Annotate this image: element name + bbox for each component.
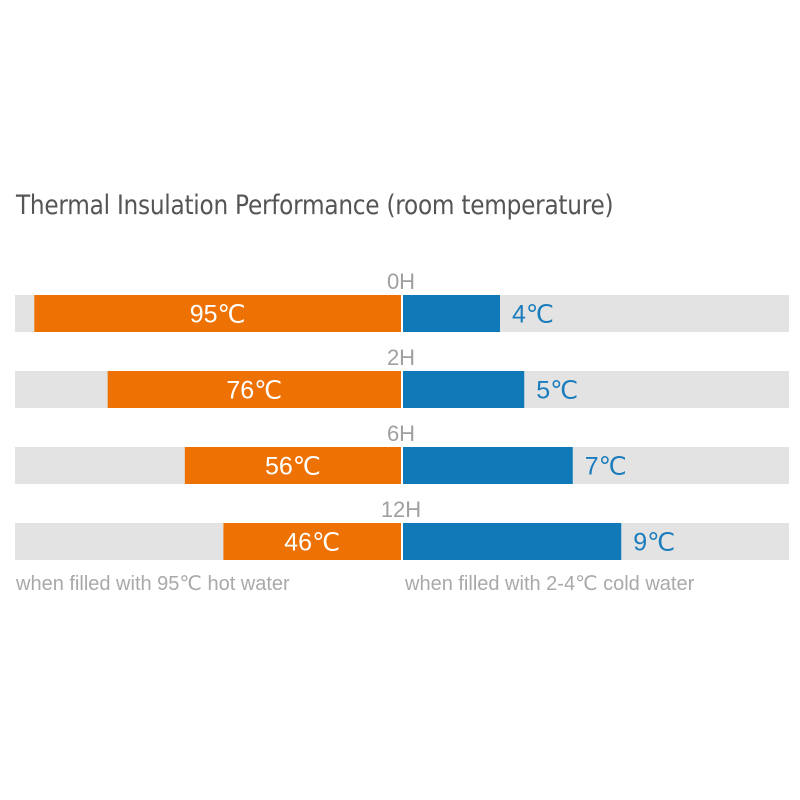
bar-divider — [401, 371, 403, 408]
cold-value-label: 9℃ — [633, 529, 675, 557]
hot-value-label: 56℃ — [265, 453, 321, 481]
cold-water-bar — [403, 295, 500, 332]
cold-water-bar — [403, 371, 525, 408]
hot-value-label: 46℃ — [284, 529, 340, 557]
hot-value-label: 76℃ — [226, 377, 282, 405]
cold-value-label: 5℃ — [536, 377, 578, 405]
time-label: 6H — [387, 421, 415, 446]
hot-water-footnote: when filled with 95℃ hot water — [16, 573, 290, 595]
time-label: 12H — [381, 497, 421, 522]
time-label: 0H — [387, 269, 415, 294]
hot-water-bar — [223, 523, 401, 560]
hot-water-bar — [184, 447, 401, 484]
bar-divider — [401, 523, 403, 560]
time-label: 2H — [387, 345, 415, 370]
hot-water-bar — [34, 295, 402, 332]
bar-divider — [401, 295, 403, 332]
hot-value-label: 95℃ — [190, 301, 246, 329]
cold-water-bar — [403, 447, 573, 484]
cold-value-label: 7℃ — [585, 453, 627, 481]
cold-water-bar — [403, 523, 622, 560]
cold-water-footnote: when filled with 2-4℃ cold water — [405, 573, 695, 595]
hot-water-bar — [107, 371, 401, 408]
cold-value-label: 4℃ — [512, 301, 554, 329]
bar-divider — [401, 447, 403, 484]
chart-title: Thermal Insulation Performance (room tem… — [16, 190, 614, 221]
